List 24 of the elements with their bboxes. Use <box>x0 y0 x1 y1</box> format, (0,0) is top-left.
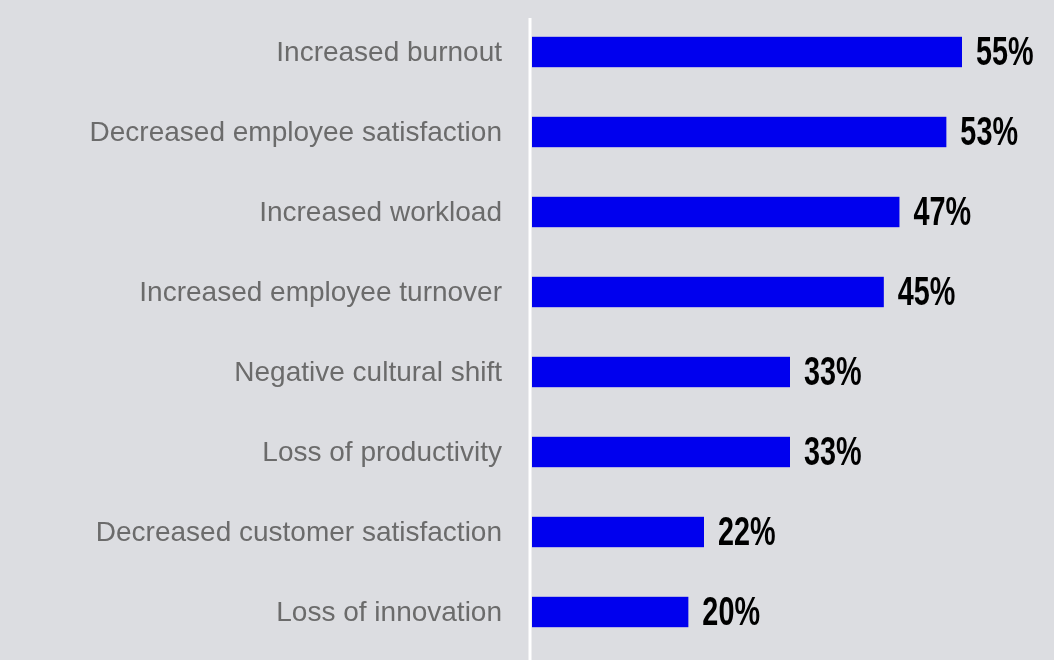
y-tick-label: Decreased customer satisfaction <box>95 515 502 547</box>
bar <box>532 596 689 628</box>
bar <box>532 356 790 388</box>
data-label: 33% <box>804 428 862 474</box>
y-tick-label: Decreased employee satisfaction <box>89 115 502 147</box>
data-label: 55% <box>976 28 1034 74</box>
y-tick-label: Negative cultural shift <box>234 355 503 387</box>
data-label: 20% <box>702 588 761 634</box>
y-tick-label: Increased workload <box>259 195 502 227</box>
data-label: 33% <box>804 348 862 394</box>
data-label: 53% <box>960 108 1019 154</box>
bar <box>532 116 947 148</box>
y-tick-label: Increased employee turnover <box>139 275 502 307</box>
data-label: 47% <box>913 188 972 234</box>
bar <box>532 516 704 548</box>
bar <box>532 436 790 468</box>
data-label: 45% <box>897 268 956 314</box>
y-tick-label: Loss of productivity <box>262 435 502 467</box>
y-tick-label: Loss of innovation <box>276 595 502 627</box>
y-tick-label: Increased burnout <box>276 35 503 67</box>
bar <box>532 36 962 68</box>
data-label: 22% <box>718 508 776 554</box>
bar <box>532 276 884 308</box>
bar <box>532 196 900 228</box>
